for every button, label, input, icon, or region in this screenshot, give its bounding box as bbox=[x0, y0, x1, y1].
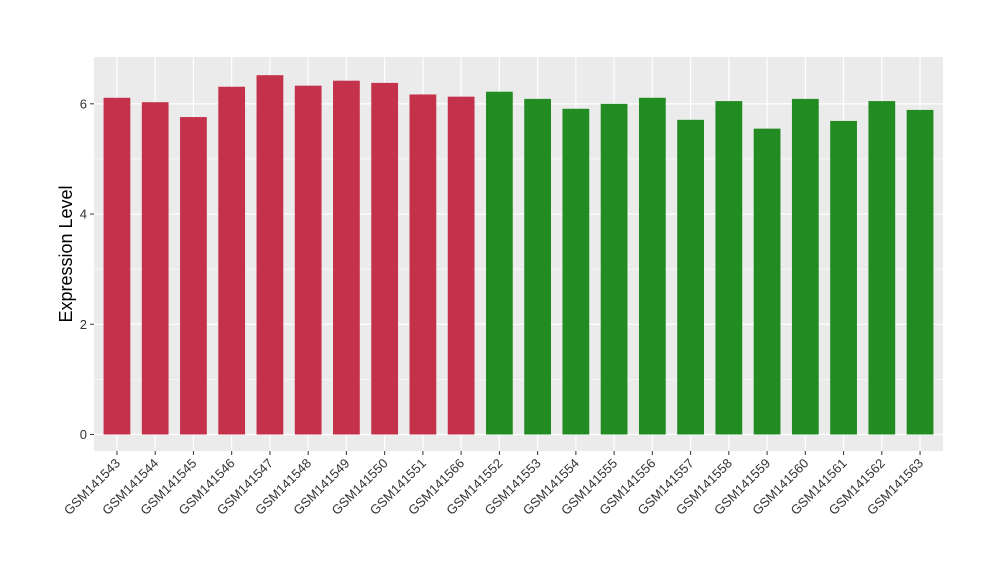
y-tick-label: 6 bbox=[80, 96, 87, 111]
bar-GSM141546 bbox=[218, 86, 246, 435]
y-axis: 0 2 4 6 bbox=[80, 96, 94, 442]
bar-GSM141559 bbox=[753, 128, 781, 435]
bar-GSM141553 bbox=[524, 98, 552, 435]
x-axis: GSM141543GSM141544GSM141545GSM141546GSM1… bbox=[61, 451, 926, 518]
bar-GSM141545 bbox=[180, 117, 207, 435]
bar-GSM141549 bbox=[333, 80, 360, 435]
bar-GSM141556 bbox=[638, 97, 666, 435]
y-tick-label: 2 bbox=[80, 317, 87, 332]
y-axis-title: Expression Level bbox=[56, 185, 76, 322]
bar-GSM141548 bbox=[294, 85, 322, 435]
bar-GSM141555 bbox=[600, 103, 628, 435]
bar-GSM141566 bbox=[447, 96, 475, 435]
bar-GSM141551 bbox=[409, 94, 437, 435]
bar-GSM141563 bbox=[906, 109, 934, 435]
bar-GSM141562 bbox=[868, 101, 896, 435]
bar-GSM141561 bbox=[830, 120, 857, 435]
y-tick-label: 4 bbox=[80, 207, 87, 222]
bar-GSM141554 bbox=[562, 108, 590, 435]
bar-GSM141543 bbox=[103, 97, 131, 435]
bar-GSM141547 bbox=[256, 75, 284, 435]
bar-GSM141557 bbox=[677, 119, 704, 435]
bar-GSM141552 bbox=[485, 91, 513, 435]
bar-GSM141560 bbox=[791, 98, 819, 435]
bar-GSM141550 bbox=[371, 82, 399, 435]
y-tick-label: 0 bbox=[80, 427, 87, 442]
bars bbox=[103, 75, 934, 435]
bar-GSM141544 bbox=[141, 102, 169, 435]
bar-GSM141558 bbox=[715, 101, 743, 435]
